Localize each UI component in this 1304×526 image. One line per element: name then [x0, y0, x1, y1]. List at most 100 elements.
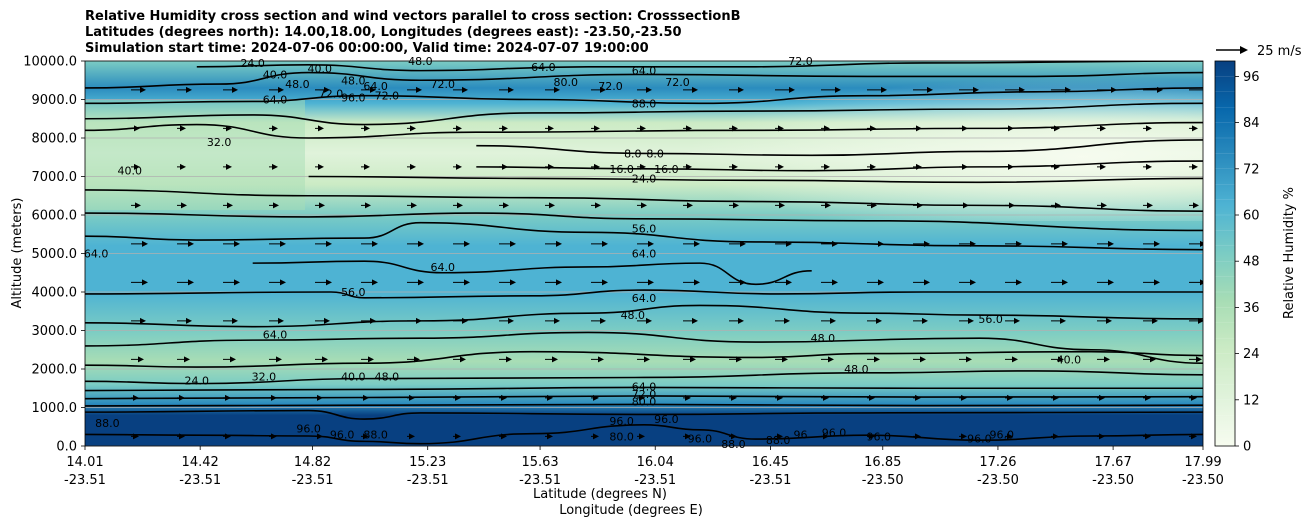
wind-vector-head [547, 433, 553, 440]
wind-vector-head [276, 356, 282, 363]
wind-vector-head [731, 394, 737, 401]
colorbar-label: Relative Humidity % [1282, 187, 1297, 319]
wind-vector-head [1244, 318, 1250, 324]
contour-label: 16.0 [654, 163, 679, 176]
wind-vector-head [462, 86, 468, 93]
wind-vector-head [502, 163, 508, 170]
contour-line-40 [85, 189, 1203, 212]
wind-vector-head [736, 356, 742, 363]
wind-vector-head [1062, 279, 1068, 286]
wind-vector-head [973, 86, 979, 93]
wind-vector-head [962, 125, 968, 132]
contour-label: 64.0 [632, 65, 657, 78]
wind-vector-head [784, 317, 790, 324]
wind-vector-head [411, 202, 417, 209]
contour-label: 72.0 [319, 88, 344, 101]
wind-vector-head [322, 356, 328, 363]
plot-area: 24.040.0 40.048.064.048.072.096.064.072.0… [84, 55, 1255, 451]
wind-vector-head [1145, 394, 1151, 401]
contour-line-64 [85, 289, 1203, 299]
wind-vector-head [418, 240, 424, 247]
wind-vector-head [962, 163, 968, 170]
wind-vector-head [370, 317, 376, 324]
wind-vector-head [692, 86, 698, 93]
contour-label: 96.0 [967, 432, 992, 445]
wind-vector-head [455, 394, 461, 401]
contour-label: 96.0 [341, 92, 366, 105]
y-tick-label: 2000.0 [32, 363, 78, 378]
contour-label: 72.0 [431, 78, 456, 91]
wind-vector-head [510, 279, 516, 286]
contour-label: 64.0 [632, 292, 657, 305]
wind-vector-head [1012, 356, 1018, 363]
wind-vector-head [1058, 356, 1064, 363]
wind-vector-head [1145, 433, 1151, 440]
wind-vector-head [501, 394, 507, 401]
wind-vector-head [828, 356, 834, 363]
wind-vector-head [508, 317, 514, 324]
wind-vector-head [927, 86, 933, 93]
wind-vector-head [1007, 433, 1013, 440]
wind-vector-head [548, 163, 554, 170]
wind-vector-head [740, 279, 746, 286]
wind-vector-head [1150, 356, 1156, 363]
wind-vector-head [227, 202, 233, 209]
contour-label: 64.0 [431, 261, 456, 274]
wind-vector-head [186, 317, 192, 324]
wind-vector-head [961, 433, 967, 440]
wind-vector-head [1016, 240, 1022, 247]
wind-vector-head [869, 394, 875, 401]
contour-line-80 [85, 403, 1203, 407]
title-line-1: Relative Humidity cross section and wind… [85, 9, 741, 24]
wind-vector-head [1154, 240, 1160, 247]
wind-vector-head [272, 125, 278, 132]
wind-vector-head [1100, 163, 1106, 170]
wind-vector-head [234, 279, 240, 286]
wind-vector-head [1007, 394, 1013, 401]
wind-vector-head [554, 317, 560, 324]
wind-vector-head [869, 433, 875, 440]
wind-vector-head [786, 279, 792, 286]
contour-label: 72.0 [375, 90, 400, 103]
wind-vector-head [777, 394, 783, 401]
contour-label: 48.0 [811, 332, 836, 345]
wind-vector-head [271, 433, 277, 440]
wind-vector-head [694, 240, 700, 247]
x-tick-label-lon: -23.50 [862, 473, 904, 488]
wind-vector-head [685, 433, 691, 440]
wind-vector-head [1146, 125, 1152, 132]
wind-vector-head [732, 163, 738, 170]
wind-vector-head [180, 163, 186, 170]
x-tick-label-lon: -23.51 [519, 473, 561, 488]
colorbar-tick-label: 72 [1243, 162, 1260, 177]
wind-vectors [131, 86, 1255, 440]
contour-label: 96.0 [330, 428, 355, 441]
contour-label: 64.0 [632, 380, 657, 393]
contour-line-48 [85, 212, 1203, 232]
wind-vector-head [789, 86, 795, 93]
colorbar-fill [1215, 61, 1235, 446]
wind-vector-head [271, 394, 277, 401]
wind-vector-head [280, 240, 286, 247]
wind-vector-head [1065, 86, 1071, 93]
wind-vector-head [733, 202, 739, 209]
wind-vector-head [230, 356, 236, 363]
contour-label: 88.0 [632, 97, 657, 110]
wind-vector-head [140, 317, 146, 324]
wind-vector-head [133, 394, 139, 401]
y-tick-label: 6000.0 [32, 209, 78, 224]
contour-label: 32.0 [207, 136, 232, 149]
wind-vector-head [556, 240, 562, 247]
x-tick-label-lat: 14.42 [182, 455, 219, 470]
wind-vector-head [640, 163, 646, 170]
wind-vector-head [510, 240, 516, 247]
wind-vector-head [142, 279, 148, 286]
contour-label: 80.0 [632, 396, 657, 409]
quiver-key-arrow-head [1240, 46, 1248, 54]
wind-vector-head [370, 86, 376, 93]
wind-vector-head [878, 240, 884, 247]
wind-vector-head [1249, 87, 1255, 93]
wind-vector-head [410, 163, 416, 170]
contour-label: 96.0 [654, 413, 679, 426]
contour-label: 24.0 [632, 172, 657, 185]
